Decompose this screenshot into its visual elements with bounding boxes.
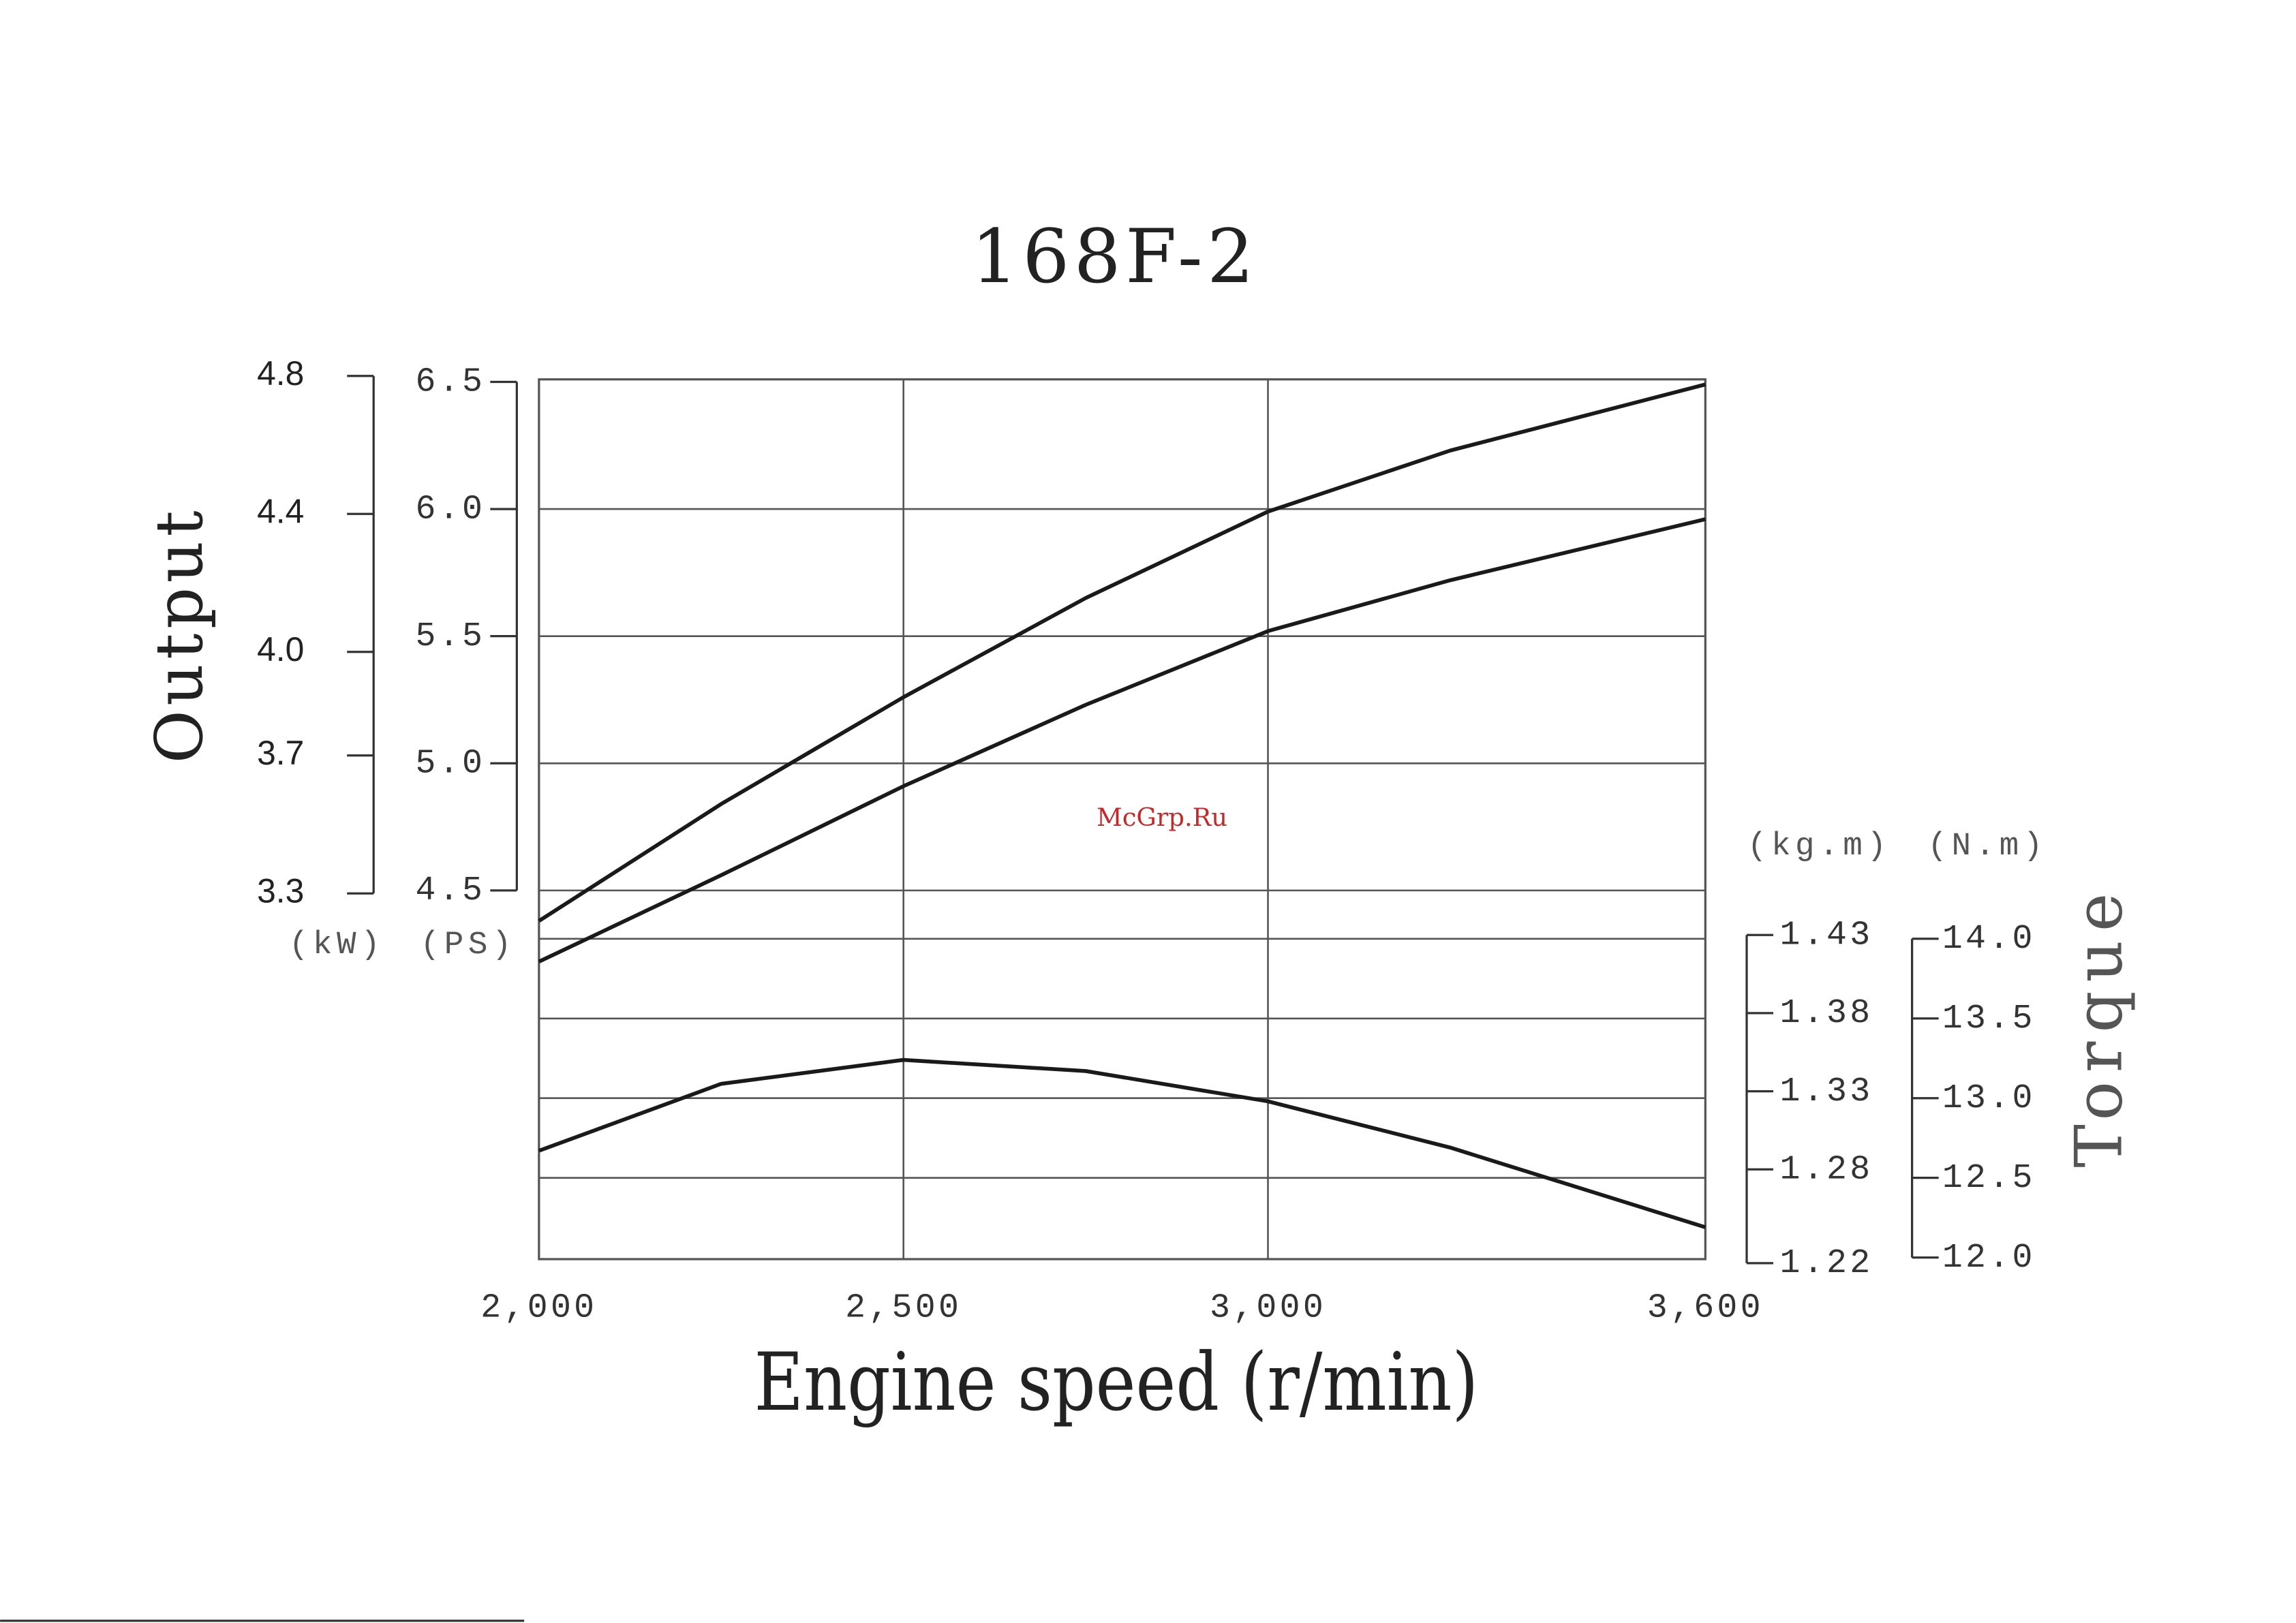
ps-unit: (PS) <box>420 927 516 963</box>
x-tick-label: 2,000 <box>480 1289 597 1327</box>
y-tick-label: 13.5 <box>1942 1000 2036 1038</box>
y-tick-label: 4.5 <box>416 871 486 910</box>
x-tick-label: 3,600 <box>1647 1289 1764 1327</box>
y-tick-label: 4.4 <box>257 492 304 530</box>
y-tick-label: 5.5 <box>416 617 486 655</box>
watermark: McGrp.Ru <box>1097 803 1227 832</box>
series-line <box>538 382 1706 923</box>
y-tick-label: 14.0 <box>1942 920 2036 958</box>
y-tick-label: 12.0 <box>1942 1239 2036 1277</box>
y-axis-label: Output <box>142 506 217 764</box>
y-tick-label: 4.0 <box>257 630 304 668</box>
series-line <box>538 1057 1706 1229</box>
y-tick-label: 13.0 <box>1942 1079 2036 1117</box>
x-axis-label: Engine speed (r/min) <box>754 1335 1479 1429</box>
y-tick-label: 1.28 <box>1780 1150 1873 1188</box>
y-tick-label: 4.8 <box>257 354 304 392</box>
x-tick-label: 2,500 <box>845 1289 962 1327</box>
plot-frame <box>538 378 1706 1261</box>
y-tick-label: 6.0 <box>416 490 486 528</box>
y-tick-label: 1.38 <box>1780 994 1873 1032</box>
x-tick-label: 3,000 <box>1210 1289 1326 1327</box>
y-tick-label: 6.5 <box>416 363 486 401</box>
y-tick-label: 5.0 <box>416 744 486 782</box>
chart-title: 168F-2 <box>971 213 1259 300</box>
y-tick-label: 1.33 <box>1780 1072 1873 1111</box>
y2-axis-label: Torque <box>2062 884 2137 1168</box>
nm-unit: (N.m) <box>1927 828 2047 865</box>
y-tick-label: 3.3 <box>257 871 304 910</box>
y-tick-label: 1.43 <box>1780 916 1873 954</box>
kgm-unit: (kg.m) <box>1747 828 1891 865</box>
y-tick-label: 1.22 <box>1780 1244 1873 1282</box>
y-tick-label: 12.5 <box>1942 1159 2036 1197</box>
y-tick-label: 3.7 <box>257 734 304 772</box>
series-line <box>538 517 1706 963</box>
kw-unit: (kW) <box>289 927 384 963</box>
